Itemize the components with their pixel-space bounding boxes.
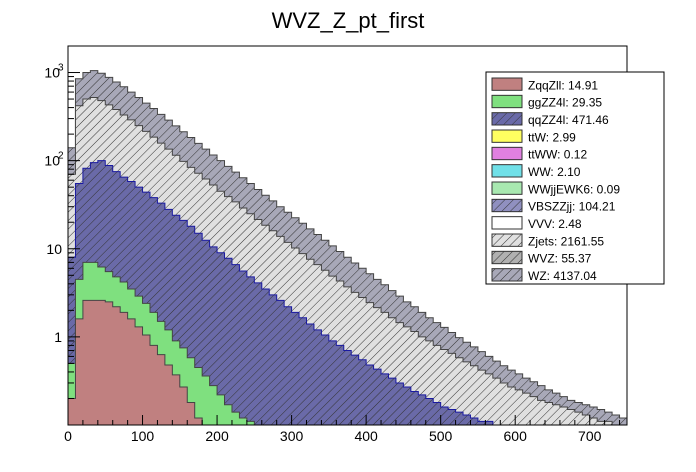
legend: ZqqZll: 14.91 ggZZ4l: 29.35 qqZZ4l: 471.46… (485, 71, 665, 285)
legend-label: WVZ: 55.37 (528, 252, 592, 266)
legend-swatch-hatch (492, 199, 522, 212)
legend-label: VBSZZjj: 104.21 (528, 200, 616, 214)
legend-entry-ttw: ttW: 2.99 (491, 129, 576, 144)
y-tick-exponent: 3 (58, 63, 64, 74)
bars-outline-wz (68, 70, 627, 425)
legend-swatch (491, 181, 523, 195)
bars-outline-zjets (68, 97, 627, 425)
bars-fill-zqqzll (68, 300, 203, 425)
x-tick-label: 700 (578, 428, 602, 444)
legend-entry-vvv: VVV: 2.48 (491, 216, 582, 231)
bars-outline-qqzz4l (68, 160, 501, 425)
x-tick-label: 100 (131, 428, 155, 444)
y-tick-label: 10 (44, 65, 60, 81)
stacked-bars (68, 70, 627, 425)
legend-entry-ggzz4l: ggZZ4l: 29.35 (491, 94, 602, 110)
legend-entry-wwjjewk6: WWjjEWK6: 0.09 (491, 181, 620, 196)
legend-swatch-hatch (492, 268, 522, 281)
legend-entry-qqzz4l: qqZZ4l: 471.46 (491, 112, 609, 127)
legend-entry-ww: WW: 2.10 (491, 164, 581, 179)
legend-entry-zjets: Zjets: 2161.55 (491, 233, 604, 248)
legend-label: ttWW: 0.12 (528, 148, 587, 162)
x-tick-label: 300 (280, 428, 304, 444)
x-tick-label: 200 (205, 428, 229, 444)
legend-label: VVV: 2.48 (528, 217, 582, 231)
legend-entry-wvz: WVZ: 55.37 (491, 250, 592, 266)
legend-entry-ttww: ttWW: 0.12 (491, 146, 587, 162)
legend-swatch-hatch (492, 112, 522, 125)
legend-entry-zqqzll: ZqqZll: 14.91 (491, 77, 598, 92)
legend-swatch-hatch (492, 251, 522, 264)
bars-outline-ggzz4l (68, 261, 255, 425)
legend-swatch-hatch (492, 234, 522, 247)
y-tick-exponent: 2 (58, 151, 64, 162)
legend-label: WZ: 4137.04 (528, 269, 597, 283)
x-tick-label: 0 (64, 428, 72, 444)
x-tick-label: 600 (504, 428, 528, 444)
legend-label: ggZZ4l: 29.35 (528, 96, 602, 110)
legend-label: Zjets: 2161.55 (528, 234, 604, 248)
legend-label: ZqqZll: 14.91 (528, 78, 598, 92)
legend-entry-wz: WZ: 4137.04 (491, 268, 597, 283)
legend-swatch (491, 129, 523, 143)
legend-swatch (491, 94, 523, 109)
x-tick-label: 500 (429, 428, 453, 444)
legend-label: WW: 2.10 (528, 165, 581, 179)
legend-swatch (491, 216, 523, 230)
x-tick-label: 400 (354, 428, 378, 444)
y-tick-label: 10 (44, 153, 60, 169)
series-zqqzll (68, 299, 203, 425)
legend-swatch (491, 164, 523, 178)
y-tick-label: 1 (54, 329, 62, 345)
legend-swatch (491, 77, 523, 91)
legend-label: ttW: 2.99 (528, 130, 576, 144)
chart-title: WVZ_Z_pt_first (272, 8, 425, 33)
y-tick-label: 10 (46, 241, 62, 257)
legend-label: qqZZ4l: 471.46 (528, 113, 609, 127)
legend-entry-vbszzjj: VBSZZjj: 104.21 (491, 198, 616, 214)
legend-swatch (491, 146, 523, 161)
legend-label: WWjjEWK6: 0.09 (528, 182, 620, 196)
bars-outline-zqqzll (68, 299, 203, 425)
x-axis: 0 100 200 300 400 500 600 700 (64, 415, 621, 444)
